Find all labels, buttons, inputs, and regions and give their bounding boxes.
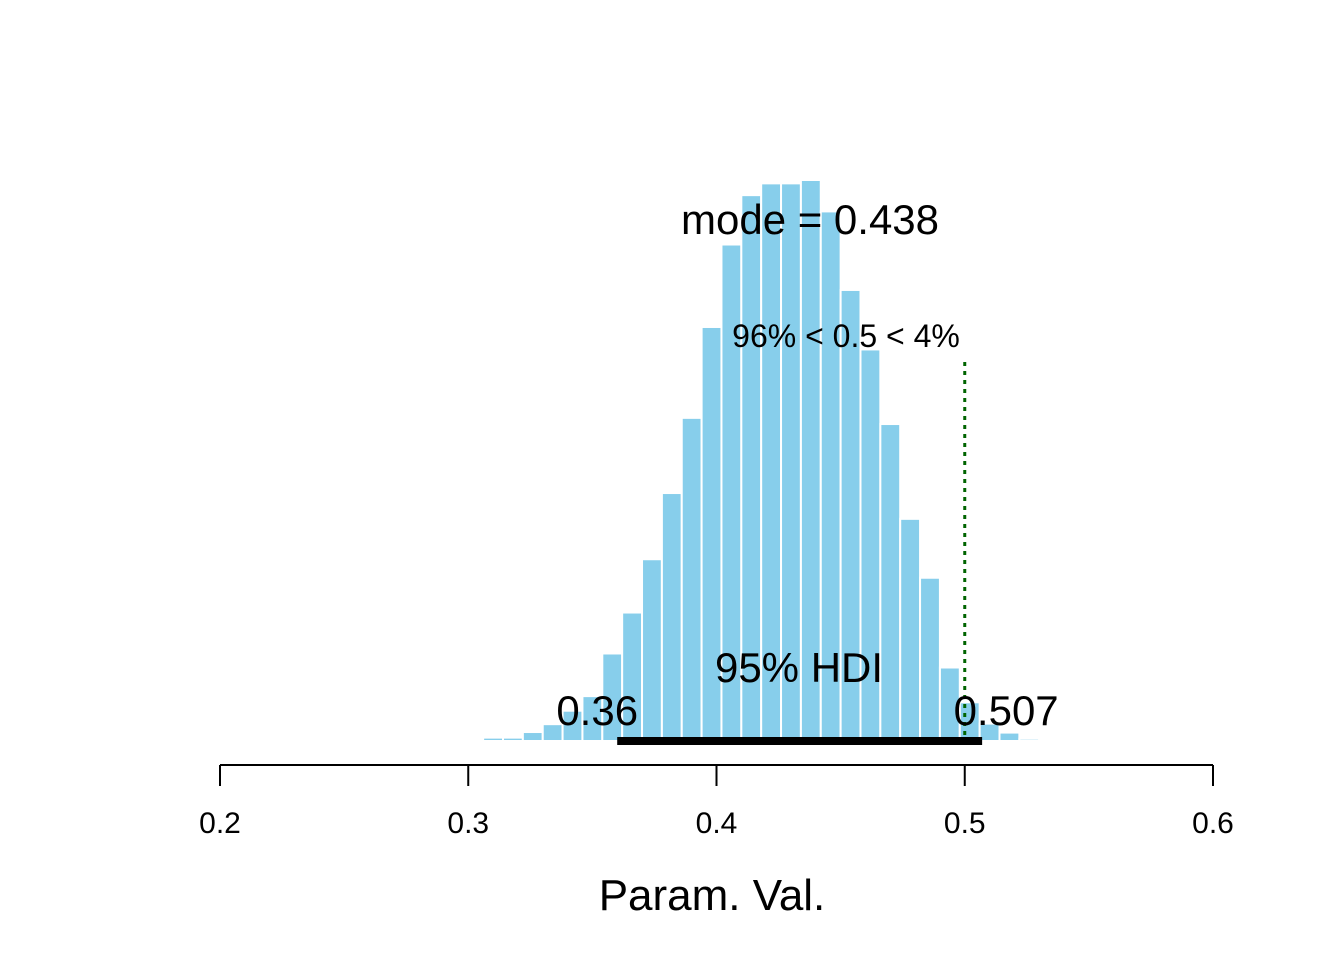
histogram-bar: [899, 517, 922, 742]
x-axis: 0.2 0.3 0.4 0.5 0.6: [199, 764, 1234, 840]
histogram-bar: [680, 416, 703, 742]
comparison-label: 96% < 0.5 < 4%: [732, 318, 960, 354]
histogram-bar: [1038, 738, 1061, 742]
x-axis-label: Param. Val.: [599, 871, 826, 920]
histogram-bar: [502, 736, 524, 742]
x-tick-label: 0.4: [696, 807, 738, 840]
histogram-bar: [641, 558, 663, 743]
hdi-high-label: 0.507: [954, 687, 1059, 734]
x-tick-label: 0.3: [447, 807, 489, 840]
mode-label: mode = 0.438: [681, 196, 939, 243]
x-tick-label: 0.2: [199, 807, 241, 840]
x-tick-label: 0.5: [944, 807, 986, 840]
histogram-bar: [442, 738, 465, 742]
histogram-bar: [521, 731, 544, 742]
x-tick-label: 0.6: [1192, 807, 1234, 840]
histogram-bar: [660, 492, 683, 742]
histogram-bar: [1018, 737, 1041, 742]
histogram-bar: [998, 731, 1021, 743]
histogram-bar: [879, 423, 902, 742]
histogram-bar: [482, 736, 505, 742]
hdi-low-label: 0.36: [556, 687, 638, 734]
histogram-bar: [919, 576, 941, 743]
histogram-bar: [462, 738, 485, 742]
hdi-label: 95% HDI: [715, 644, 883, 691]
histogram-bars: [442, 179, 1061, 743]
